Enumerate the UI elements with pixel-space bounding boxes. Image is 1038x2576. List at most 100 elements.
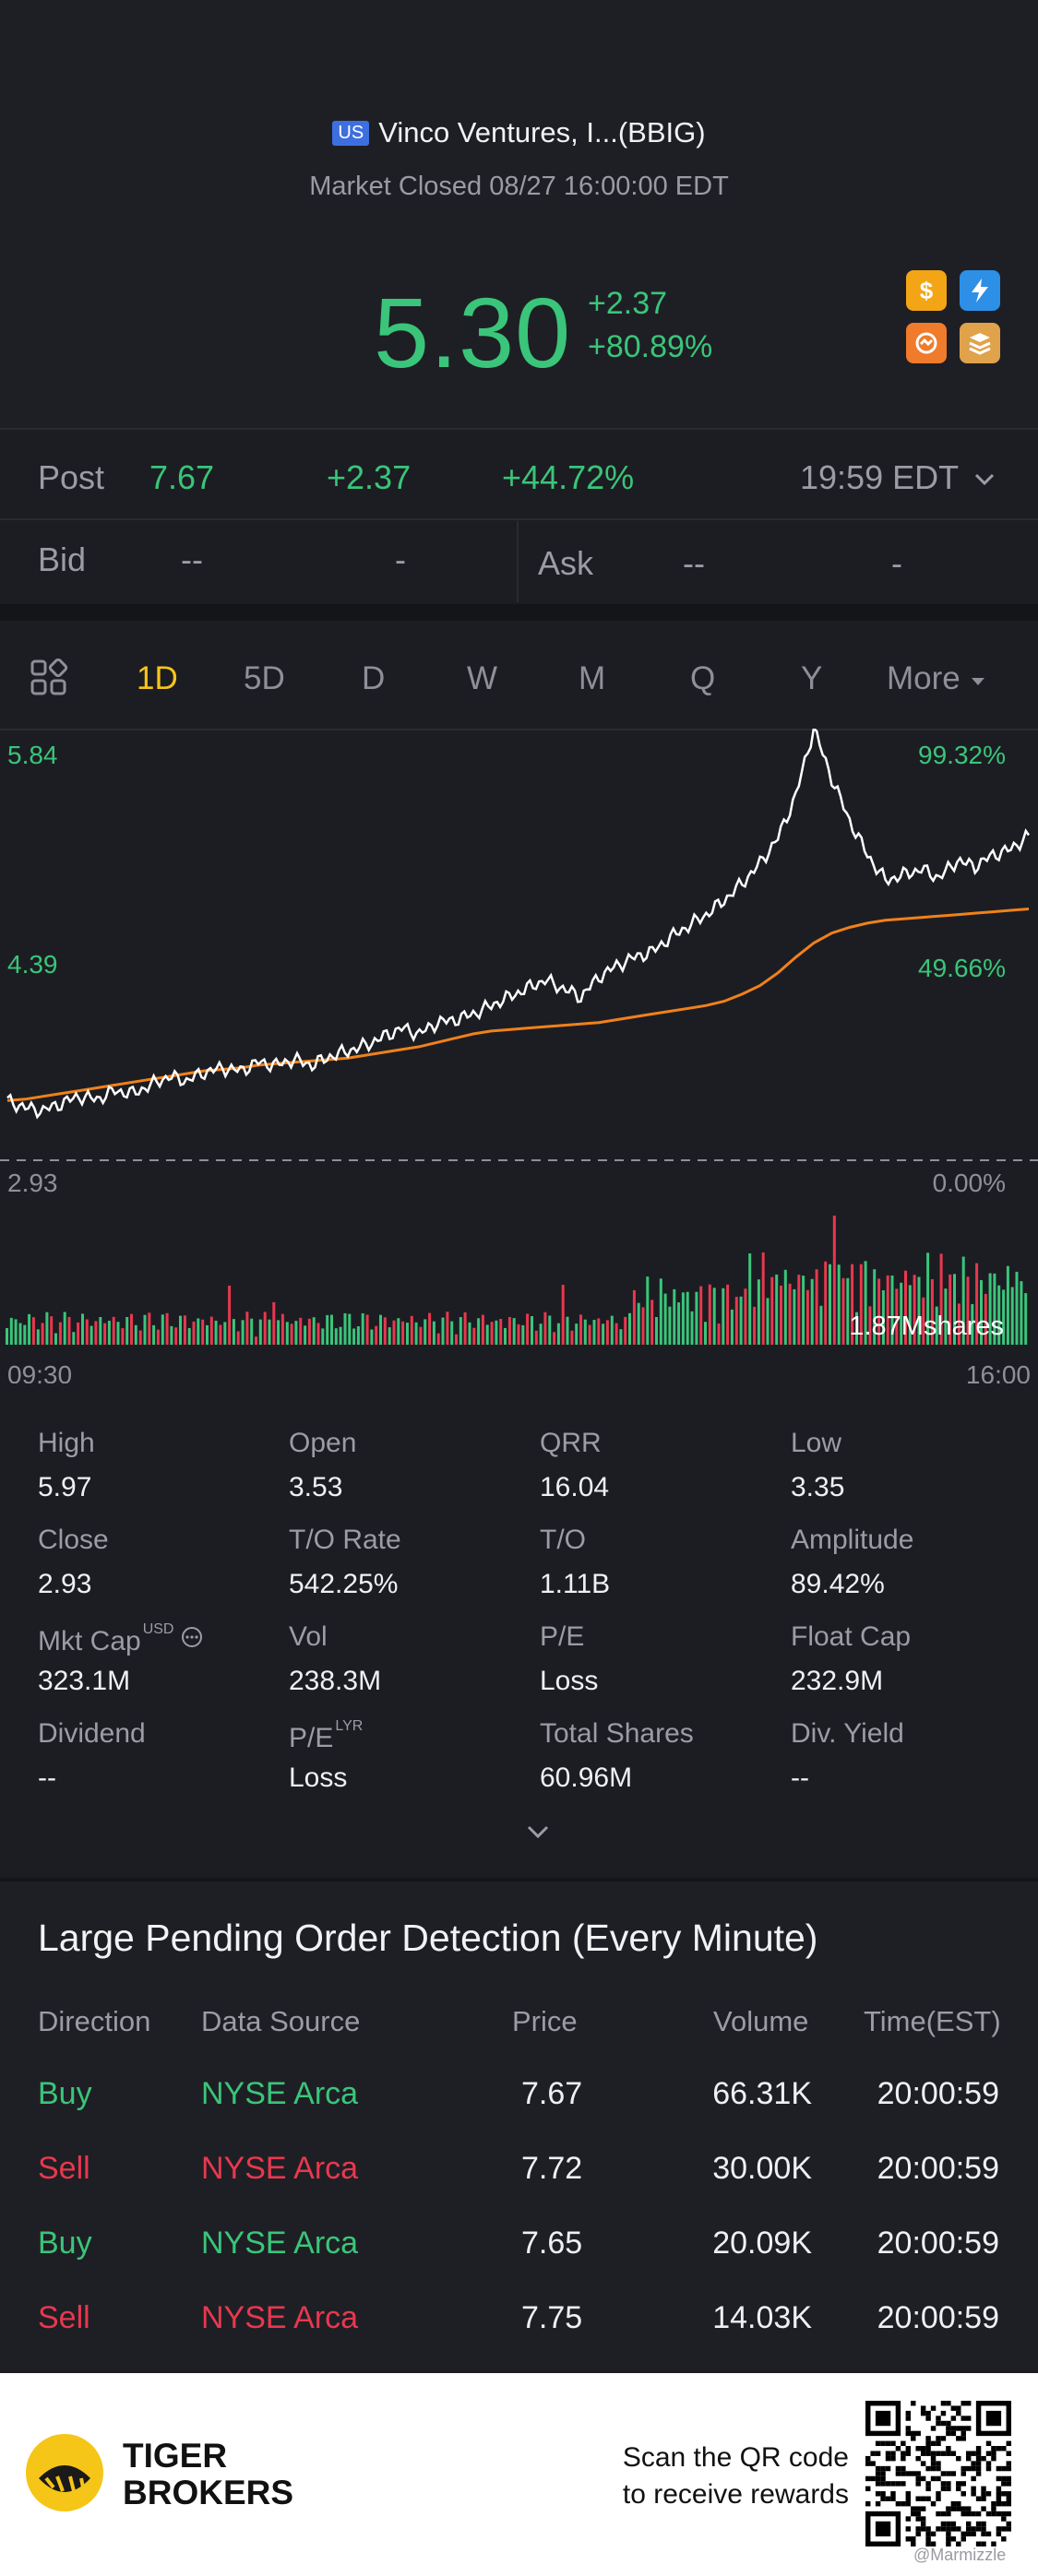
qr-line-1: Scan the QR code [622, 2442, 849, 2473]
volume-bar [886, 1275, 889, 1345]
volume-bar [343, 1312, 347, 1345]
volume-bar [539, 1324, 543, 1345]
order-cell-time: 20:00:59 [877, 2076, 999, 2111]
volume-bar [556, 1323, 560, 1345]
stat-value: 238.3M [289, 1666, 382, 1696]
stack-icon[interactable] [960, 323, 1000, 363]
volume-bar [441, 1317, 445, 1345]
lightning-icon[interactable] [960, 270, 1000, 311]
tab-q[interactable]: Q [690, 660, 716, 696]
section-gap [0, 1878, 1038, 1883]
volume-bar [1006, 1265, 1009, 1345]
info-icon[interactable] [181, 1624, 203, 1656]
y-left-mid: 4.39 [7, 950, 58, 979]
order-cell-src: NYSE Arca [201, 2151, 359, 2186]
volume-bar [121, 1328, 125, 1345]
volume-bar [695, 1291, 698, 1345]
stock-title-row[interactable]: US Vinco Ventures, I...(BBIG) [0, 116, 1038, 149]
tab-5d[interactable]: 5D [244, 660, 285, 696]
volume-bar [307, 1318, 311, 1345]
volume-bar [490, 1322, 494, 1345]
volume-bar [356, 1326, 360, 1345]
tab-more[interactable]: More [887, 660, 987, 697]
col-price: Price [512, 2005, 578, 2037]
volume-bar [917, 1276, 921, 1345]
volume-bar [832, 1216, 836, 1345]
volume-bar [401, 1321, 405, 1345]
volume-bar [922, 1297, 925, 1345]
volume-bar [877, 1278, 881, 1345]
tab-y[interactable]: Y [801, 660, 823, 696]
volume-bar [107, 1321, 111, 1345]
volume-bar [805, 1289, 809, 1345]
post-change: +2.37 [327, 458, 412, 496]
stat-value: 60.96M [540, 1763, 633, 1793]
volume-bar [143, 1314, 147, 1345]
stat-value: 16.04 [540, 1472, 610, 1502]
volume-bar [650, 1300, 654, 1345]
sparkle-icon[interactable] [906, 323, 947, 363]
dollar-icon[interactable]: $ [906, 270, 947, 311]
volume-bar [446, 1312, 449, 1345]
volume-bar [241, 1320, 245, 1345]
volume-bar [997, 1285, 1001, 1345]
volume-bar [663, 1293, 667, 1345]
volume-bar [138, 1330, 142, 1345]
expand-chevron-icon[interactable] [524, 1822, 552, 1847]
volume-bar [824, 1261, 828, 1345]
volume-bar [890, 1276, 894, 1345]
order-cell-src: NYSE Arca [201, 2226, 359, 2261]
volume-bar [6, 1328, 8, 1345]
volume-bar [632, 1289, 636, 1345]
tab-m[interactable]: M [579, 660, 606, 696]
volume-bar [802, 1276, 805, 1345]
stat-label: T/O [540, 1525, 586, 1555]
volume-bar [459, 1317, 462, 1345]
qr-code[interactable] [865, 2401, 1011, 2546]
volume-bar [485, 1324, 489, 1345]
volume-bar [285, 1322, 289, 1345]
volume-bar [748, 1253, 752, 1345]
volume-bar [553, 1332, 556, 1345]
divider [0, 518, 1038, 520]
volume-bar [904, 1270, 907, 1345]
x-end-label: 16:00 [966, 1360, 1031, 1383]
stat-label: Mkt Cap USD [38, 1621, 203, 1657]
volume-bar [388, 1327, 391, 1345]
intraday-chart[interactable]: 5.84 99.32% 4.39 49.66% 2.93 0.00% 1.87M… [0, 729, 1038, 1383]
tab-d[interactable]: D [362, 660, 386, 696]
tab-1d[interactable]: 1D [137, 660, 178, 696]
tab-more-label: More [887, 660, 960, 696]
volume-bar [206, 1324, 209, 1345]
volume-bar [939, 1253, 943, 1345]
grid-layout-icon[interactable] [30, 658, 68, 702]
volume-bar [410, 1315, 413, 1345]
volume-bar [455, 1334, 458, 1345]
volume-bar [361, 1312, 364, 1345]
volume-bar [290, 1324, 293, 1345]
order-cell-dir: Buy [38, 2076, 92, 2111]
volume-bar [495, 1320, 498, 1345]
volume-bar [112, 1316, 115, 1345]
volume-bar [67, 1317, 71, 1345]
volume-bar [477, 1318, 481, 1345]
price-change-pct: +80.89% [588, 329, 713, 364]
volume-bar [829, 1264, 831, 1345]
stat-value: 3.53 [289, 1472, 343, 1502]
volume-bar [161, 1314, 164, 1345]
divider [0, 428, 1038, 430]
volume-bar [953, 1274, 956, 1345]
volume-bar [375, 1325, 378, 1345]
price-change: +2.37 [588, 286, 668, 321]
volume-bar [775, 1274, 779, 1345]
volume-bar [1020, 1281, 1023, 1345]
volume-label: 1.87Mshares [849, 1312, 1004, 1341]
volume-bar [1024, 1293, 1028, 1345]
order-cell-time: 20:00:59 [877, 2300, 999, 2335]
volume-bar [534, 1330, 538, 1345]
footer-banner [0, 2373, 1038, 2576]
volume-bar [708, 1284, 711, 1345]
volume-bar [957, 1303, 960, 1345]
tab-w[interactable]: W [467, 660, 498, 696]
post-time-selector[interactable]: 19:59 EDT [800, 458, 996, 497]
